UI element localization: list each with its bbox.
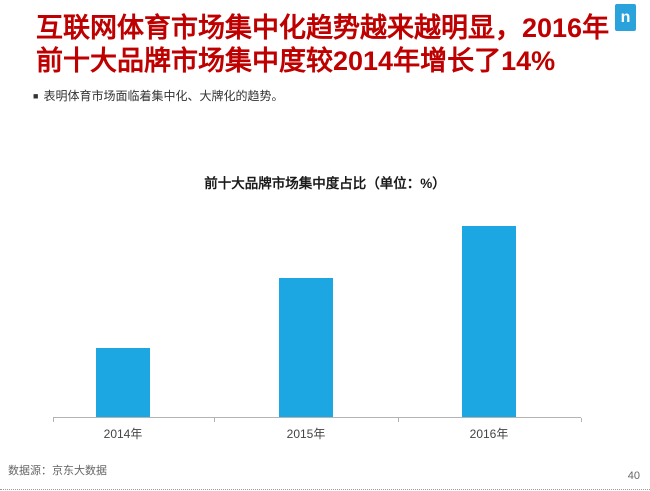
x-axis-label-2015年: 2015年 [286, 427, 326, 441]
x-axis-tick [53, 418, 54, 422]
page-title-line2: 前十大品牌市场集中度较2014年增长了14% [36, 46, 556, 76]
page-number: 40 [627, 470, 640, 482]
bar-chart-plot-area: 2014年 2015年 2016年 [31, 210, 582, 441]
bar-2016年 [462, 226, 516, 417]
page-title: 互联网体育市场集中化趋势越来越明显，2016年 前十大品牌市场集中度较2014年… [36, 12, 621, 78]
bullet-text: 表明体育市场面临着集中化、大牌化的趋势。 [43, 89, 284, 103]
x-axis-line [53, 417, 581, 418]
x-axis-tick [398, 418, 399, 422]
data-source-note: 数据源：京东大数据 [8, 465, 107, 477]
bottom-border [0, 489, 650, 490]
x-axis-tick [214, 418, 215, 422]
chart-title: 前十大品牌市场集中度占比（单位：%） [204, 176, 446, 191]
page-title-line1: 互联网体育市场集中化趋势越来越明显，2016年 [36, 13, 610, 43]
bar-2014年 [96, 348, 150, 417]
bullet-point: ■ 表明体育市场面临着集中化、大牌化的趋势。 [33, 88, 593, 104]
bullet-square-icon: ■ [33, 91, 39, 101]
brand-logo: n [615, 4, 636, 31]
x-axis-tick [581, 418, 582, 422]
x-axis-label-2014年: 2014年 [103, 427, 143, 441]
brand-logo-letter: n [620, 8, 631, 26]
x-axis-label-2016年: 2016年 [469, 427, 509, 441]
bar-2015年 [279, 278, 333, 417]
